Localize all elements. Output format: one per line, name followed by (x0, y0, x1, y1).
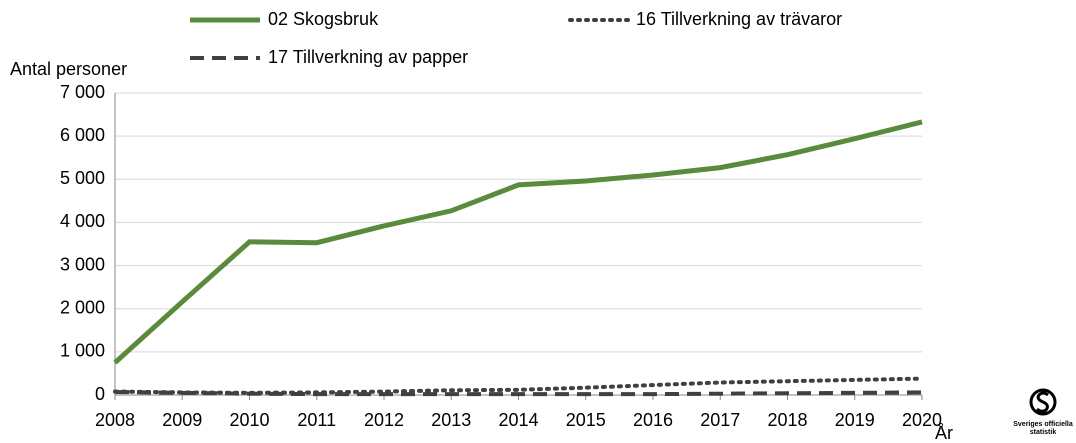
x-tick-label: 2018 (767, 410, 807, 430)
x-tick-label: 2014 (498, 410, 538, 430)
logo-text: statistik (1030, 429, 1057, 436)
x-tick-label: 2012 (364, 410, 404, 430)
logo-s (1036, 391, 1049, 413)
legend-label: 02 Skogsbruk (268, 9, 379, 29)
y-tick-label: 6 000 (60, 125, 105, 145)
y-tick-label: 1 000 (60, 341, 105, 361)
legend-label: 17 Tillverkning av papper (268, 47, 468, 67)
y-tick-label: 4 000 (60, 211, 105, 231)
logo-text: Sveriges officiella (1013, 421, 1073, 428)
y-tick-label: 2 000 (60, 297, 105, 317)
series-line (114, 389, 923, 397)
series-line (113, 119, 923, 365)
x-tick-label: 2008 (95, 410, 135, 430)
y-tick-label: 0 (95, 384, 105, 404)
legend-label: 16 Tillverkning av trävaror (636, 9, 842, 29)
x-tick-label: 2019 (835, 410, 875, 430)
x-axis-label: År (935, 423, 953, 443)
series-line (113, 376, 924, 395)
x-tick-label: 2017 (700, 410, 740, 430)
logo-ring (1029, 388, 1057, 416)
logo: Sveriges officiella statistik (1013, 388, 1073, 436)
y-tick-label: 3 000 (60, 254, 105, 274)
x-tick-label: 2009 (162, 410, 202, 430)
y-tick-label: 7 000 (60, 82, 105, 102)
x-tick-label: 2015 (566, 410, 606, 430)
y-axis-label: Antal personer (10, 59, 127, 79)
y-tick-label: 5 000 (60, 168, 105, 188)
x-tick-label: 2013 (431, 410, 471, 430)
x-tick-label: 2011 (297, 410, 336, 430)
x-tick-label: 2020 (902, 410, 942, 430)
x-tick-label: 2010 (229, 410, 269, 430)
x-tick-label: 2016 (633, 410, 673, 430)
